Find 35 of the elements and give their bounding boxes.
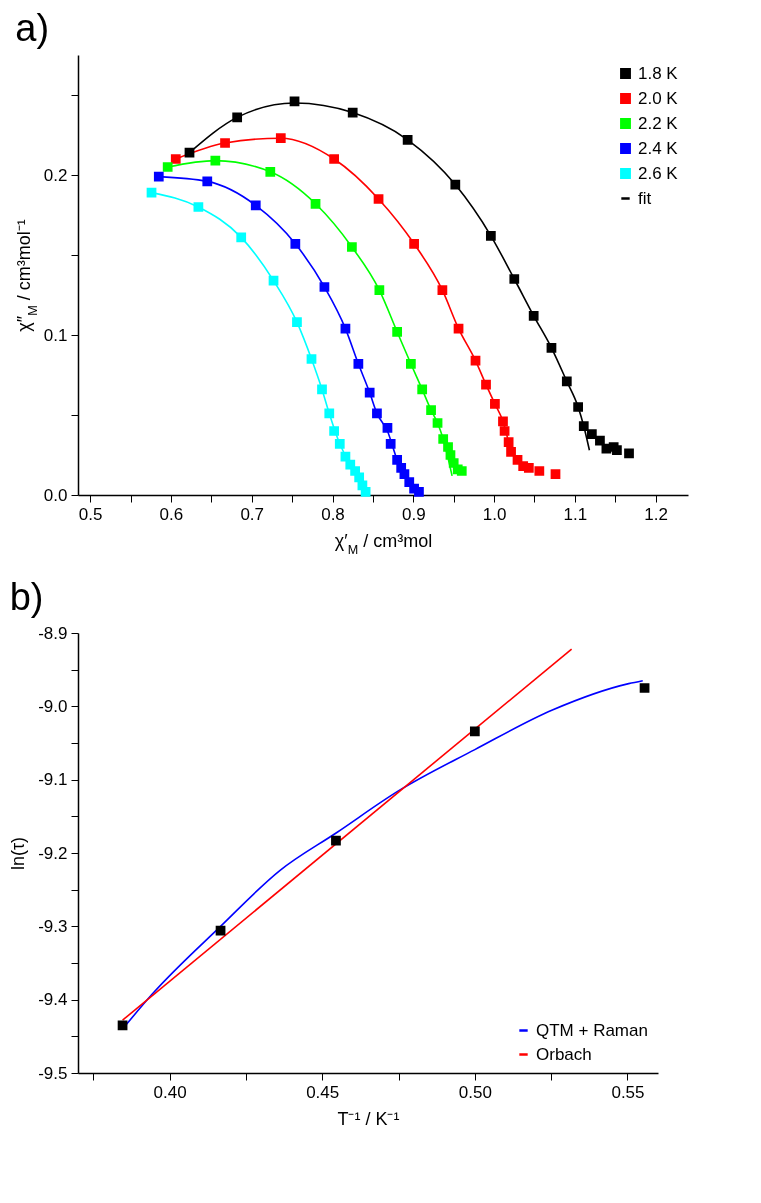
legend-label: 2.0 K xyxy=(638,88,679,108)
x-tick-label: 0.9 xyxy=(401,504,426,524)
y-tick-label: -9.3 xyxy=(38,916,68,936)
legend-label: fit xyxy=(638,188,652,208)
x-tick-label: 1.1 xyxy=(563,504,588,524)
y-tick-label: -9.2 xyxy=(38,843,68,863)
x-tick-label: 0.55 xyxy=(611,1082,645,1102)
x-axis-title: χ′$_{M}$ / cm³mol xyxy=(334,530,433,557)
y-tick-label: -9.0 xyxy=(38,696,68,716)
y-tick-label: 0.2 xyxy=(43,165,68,185)
x-tick-label: 1.0 xyxy=(482,504,507,524)
y-tick-label: -8.9 xyxy=(38,623,68,643)
x-tick-label: 1.2 xyxy=(644,504,668,524)
x-tick-label: 0.40 xyxy=(153,1082,187,1102)
legend-label: 2.4 K xyxy=(638,138,679,158)
y-tick-label: 0.0 xyxy=(43,485,68,505)
legend-label: Orbach xyxy=(536,1044,592,1064)
x-tick-label: 0.50 xyxy=(458,1082,492,1102)
x-tick-label: 0.7 xyxy=(240,504,265,524)
legend-label: 1.8 K xyxy=(638,63,679,83)
y-tick-label: -9.5 xyxy=(38,1063,68,1083)
legend-label: QTM + Raman xyxy=(536,1020,648,1040)
x-tick-label: 0.8 xyxy=(321,504,345,524)
x-tick-label: 0.5 xyxy=(78,504,103,524)
chart-title: a) xyxy=(15,7,50,49)
legend-label: 2.2 K xyxy=(638,113,679,133)
x-axis-title: T⁻¹ / K⁻¹ xyxy=(337,1108,400,1129)
legend-label: 2.6 K xyxy=(638,163,679,183)
y-tick-label: -9.1 xyxy=(38,770,68,790)
y-axis-title: ln(τ) xyxy=(8,836,29,871)
x-tick-label: 0.6 xyxy=(159,504,184,524)
y-tick-label: 0.1 xyxy=(43,325,68,345)
x-tick-label: 0.45 xyxy=(306,1082,340,1102)
y-tick-label: -9.4 xyxy=(38,990,68,1010)
chart-title: b) xyxy=(9,576,44,618)
